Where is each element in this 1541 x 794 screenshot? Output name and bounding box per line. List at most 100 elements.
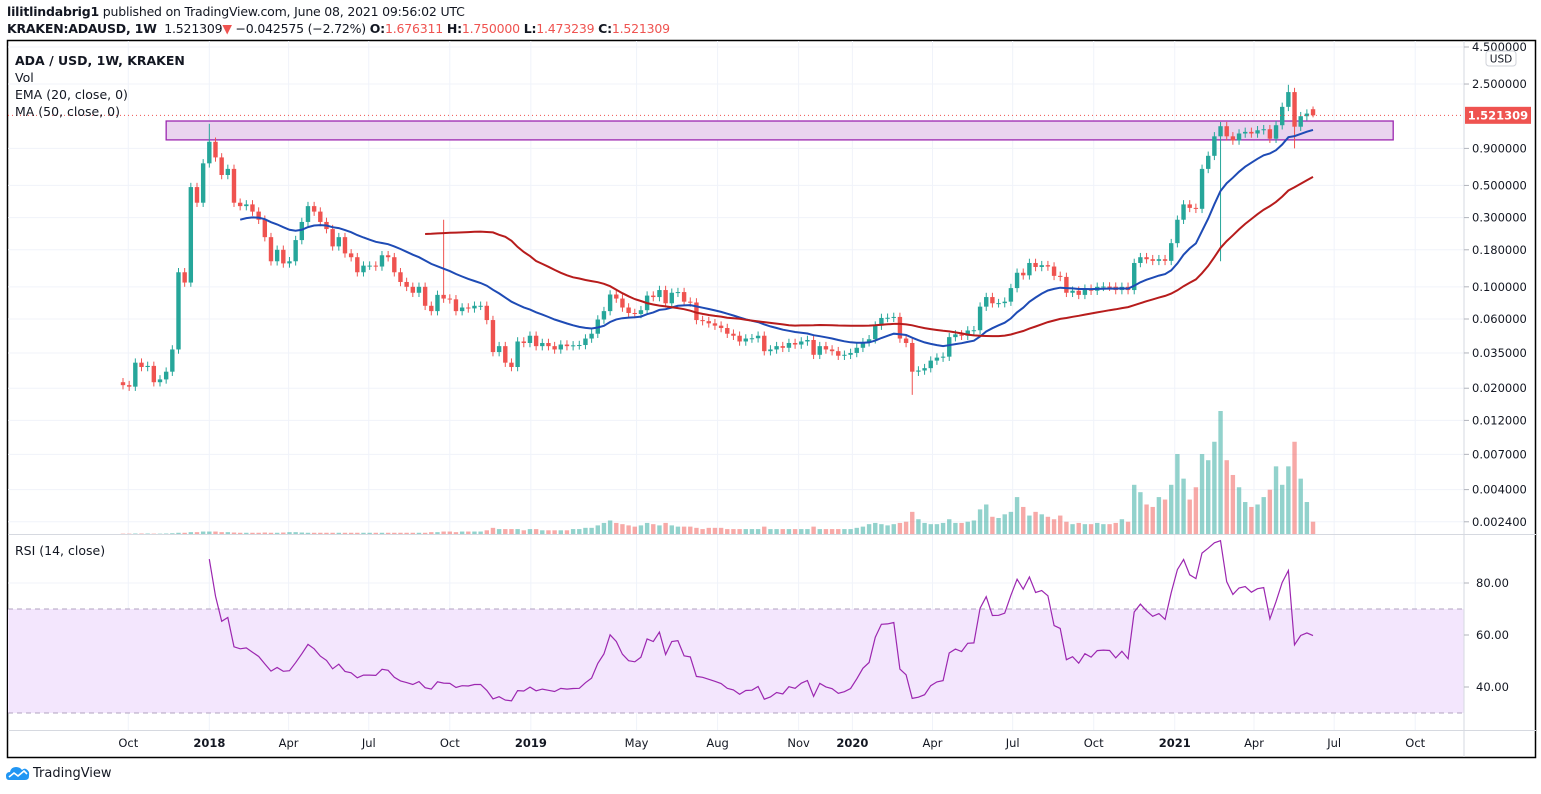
volume-bar (459, 531, 465, 534)
candle-body (170, 349, 175, 372)
volume-bar (1076, 522, 1081, 534)
candle-body (755, 335, 761, 339)
candle-body (1273, 125, 1279, 139)
candle-body (1199, 168, 1205, 209)
candle-body (780, 346, 785, 348)
volume-bar (527, 529, 533, 534)
volume-bar (213, 531, 218, 534)
legend-ema[interactable]: EMA (20, close, 0) (15, 87, 128, 102)
volume-bar (947, 519, 952, 534)
candle-body (194, 187, 200, 203)
candle-body (385, 255, 391, 258)
candle-body (237, 202, 243, 207)
candle-body (885, 317, 890, 319)
candle-body (873, 325, 878, 340)
volume-bar (688, 526, 693, 534)
price-tick-label: 2.500000 (1472, 77, 1527, 91)
candle-body (219, 157, 224, 175)
volume-bar (1095, 522, 1100, 534)
volume-bar (990, 516, 995, 534)
legend-ma[interactable]: MA (50, close, 0) (15, 104, 121, 119)
volume-bar (805, 529, 810, 534)
volume-bar (1113, 522, 1118, 534)
resistance-zone-rectangle[interactable] (165, 120, 1394, 141)
candle-body (256, 211, 261, 220)
volume-bar (984, 504, 989, 534)
candle-body (953, 334, 958, 338)
time-tick-label: Oct (440, 736, 460, 750)
volume-bar (885, 525, 890, 534)
volume-bar (749, 529, 755, 534)
candle-body (120, 382, 126, 386)
candle-body (392, 257, 397, 273)
candle-body (1064, 276, 1069, 293)
legend-volume[interactable]: Vol (15, 70, 34, 85)
publisher-name[interactable]: lilitlindabrig1 (7, 4, 100, 19)
candle-body (472, 305, 477, 309)
candle-body (1076, 290, 1081, 295)
candle-body (496, 346, 502, 353)
volume-bar (416, 532, 422, 534)
candle-body (355, 257, 360, 273)
volume-bar (330, 532, 335, 534)
volume-bar (916, 519, 921, 534)
candle-body (182, 272, 187, 283)
candle-body (1230, 136, 1236, 141)
price-tick-label: 0.500000 (1472, 178, 1527, 192)
volume-bar (1138, 492, 1143, 534)
legend-symbol[interactable]: ADA / USD, 1W, KRAKEN (15, 53, 185, 68)
rsi-legend[interactable]: RSI (14, close) (15, 543, 106, 558)
volume-bar (1187, 499, 1192, 534)
rsi-axis[interactable]: 80.00 60.00 40.00 (1464, 576, 1509, 694)
candle-body (570, 345, 576, 347)
candle-body (1002, 301, 1007, 304)
volume-bar (1132, 484, 1137, 534)
candle-body (1255, 130, 1260, 134)
candle-body (1206, 155, 1211, 169)
chart-legend: ADA / USD, 1W, KRAKEN Vol EMA (20, close… (15, 52, 185, 120)
candle-body (540, 342, 545, 347)
volume-bar (1169, 484, 1174, 534)
volume-bar (774, 529, 779, 534)
price-tick-label: 0.300000 (1472, 211, 1527, 225)
candle-body (842, 354, 847, 356)
time-tick-label: Apr (1244, 736, 1264, 750)
volume-bar (367, 532, 372, 534)
volume-bar (355, 532, 360, 534)
price-tick-label: 0.180000 (1472, 243, 1527, 257)
candle-body (459, 307, 465, 312)
currency-badge (1485, 50, 1517, 67)
candle-body (934, 357, 940, 361)
volume-bar (268, 532, 274, 534)
candle-body (762, 335, 767, 352)
candle-body (200, 163, 206, 203)
candle-body (1193, 207, 1199, 209)
volume-bar (823, 529, 829, 534)
time-tick-label: Oct (118, 736, 138, 750)
time-axis[interactable]: Oct 2018 Apr Jul Oct 2019 May Aug Nov 2020 Apr Jul O… (118, 736, 1425, 750)
volume-bar (490, 527, 496, 534)
candle-body (866, 339, 872, 343)
candle-body (1101, 286, 1106, 288)
volume-bar (1008, 511, 1014, 534)
price-axis[interactable]: 4.500000 2.500000 0.900000 0.500000 0.300000… (1464, 40, 1527, 529)
tradingview-logo[interactable]: TradingView (6, 765, 112, 781)
time-tick-label: Jul (1005, 736, 1020, 750)
volume-bar (1082, 524, 1088, 534)
volume-bar (472, 531, 477, 534)
volume-bar (811, 526, 816, 534)
candle-body (367, 265, 372, 267)
candle-body (823, 346, 829, 350)
volume-bar (1039, 514, 1044, 534)
volume-bar (996, 518, 1001, 534)
candle-body (250, 204, 255, 212)
candle-body (688, 301, 693, 303)
candle-body (1212, 136, 1217, 156)
volume-bar (607, 520, 613, 534)
volume-bar (324, 532, 329, 534)
candle-body (990, 297, 995, 304)
volume-bar (755, 529, 761, 534)
candle-body (1045, 265, 1051, 267)
rsi-line (208, 539, 1314, 702)
